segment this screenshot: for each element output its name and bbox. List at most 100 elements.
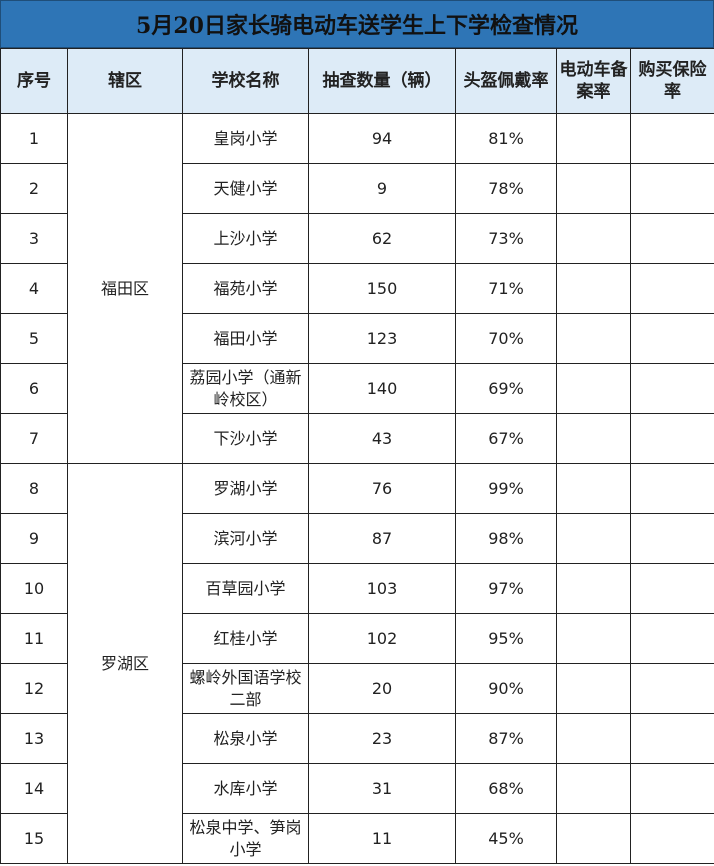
insurance-rate xyxy=(630,263,714,314)
check-count: 123 xyxy=(308,313,456,364)
insurance-rate xyxy=(630,663,714,714)
check-count: 87 xyxy=(308,513,456,564)
helmet-rate: 67% xyxy=(455,413,557,464)
check-count: 43 xyxy=(308,413,456,464)
school-name: 红桂小学 xyxy=(182,613,309,664)
header-count: 抽查数量（辆） xyxy=(308,48,456,114)
table-row: 8 罗湖区 罗湖小学 76 99% xyxy=(0,463,714,864)
registration-rate xyxy=(556,263,631,314)
check-count: 102 xyxy=(308,613,456,664)
check-count: 31 xyxy=(308,763,456,814)
row-index: 4 xyxy=(0,263,68,314)
table-row: 13 松泉小学 23 87% xyxy=(0,713,714,764)
row-index: 1 xyxy=(0,113,68,164)
helmet-rate: 78% xyxy=(455,163,557,214)
helmet-rate: 81% xyxy=(455,113,557,164)
helmet-rate: 70% xyxy=(455,313,557,364)
helmet-rate: 45% xyxy=(455,813,557,864)
school-name: 水库小学 xyxy=(182,763,309,814)
table-row: 15 松泉中学、笋岗小学 11 45% xyxy=(0,813,714,864)
row-index: 10 xyxy=(0,563,68,614)
school-name: 天健小学 xyxy=(182,163,309,214)
insurance-rate xyxy=(630,713,714,764)
registration-rate xyxy=(556,313,631,364)
helmet-rate: 90% xyxy=(455,663,557,714)
row-index: 7 xyxy=(0,413,68,464)
check-count: 150 xyxy=(308,263,456,314)
helmet-rate: 73% xyxy=(455,213,557,264)
check-count: 140 xyxy=(308,363,456,414)
row-index: 6 xyxy=(0,363,68,414)
district-cell: 罗湖区 xyxy=(67,463,183,864)
table-row: 12 螺岭外国语学校二部 20 90% xyxy=(0,663,714,714)
insurance-rate xyxy=(630,513,714,564)
helmet-rate: 87% xyxy=(455,713,557,764)
header-school: 学校名称 xyxy=(182,48,309,114)
check-count: 103 xyxy=(308,563,456,614)
registration-rate xyxy=(556,213,631,264)
table-title: 5月20日家长骑电动车送学生上下学检查情况 xyxy=(0,0,714,48)
registration-rate xyxy=(556,463,631,514)
header-row: 序号 辖区 学校名称 抽查数量（辆） 头盔佩戴率 电动车备案率 购买保险率 xyxy=(0,48,714,114)
insurance-rate xyxy=(630,363,714,414)
row-index: 11 xyxy=(0,613,68,664)
district-cell: 福田区 xyxy=(67,113,183,464)
registration-rate xyxy=(556,113,631,164)
school-name: 荔园小学（通新岭校区） xyxy=(182,363,309,414)
row-index: 13 xyxy=(0,713,68,764)
insurance-rate xyxy=(630,463,714,514)
helmet-rate: 98% xyxy=(455,513,557,564)
insurance-rate xyxy=(630,413,714,464)
header-index: 序号 xyxy=(0,48,68,114)
school-name: 下沙小学 xyxy=(182,413,309,464)
insurance-rate xyxy=(630,163,714,214)
header-registration-rate: 电动车备案率 xyxy=(556,48,631,114)
inspection-table: 序号 辖区 学校名称 抽查数量（辆） 头盔佩戴率 电动车备案率 购买保险率 1 福田区 皇岗小学… xyxy=(0,48,714,864)
registration-rate xyxy=(556,763,631,814)
helmet-rate: 95% xyxy=(455,613,557,664)
table-row: 7 下沙小学 43 67% xyxy=(0,413,714,464)
registration-rate xyxy=(556,613,631,664)
table-row: 10 百草园小学 103 97% xyxy=(0,563,714,614)
registration-rate xyxy=(556,163,631,214)
insurance-rate xyxy=(630,613,714,664)
table-row: 5 福田小学 123 70% xyxy=(0,313,714,364)
row-index: 3 xyxy=(0,213,68,264)
row-index: 2 xyxy=(0,163,68,214)
registration-rate xyxy=(556,813,631,864)
check-count: 23 xyxy=(308,713,456,764)
check-count: 11 xyxy=(308,813,456,864)
school-name: 滨河小学 xyxy=(182,513,309,564)
school-name: 松泉小学 xyxy=(182,713,309,764)
school-name: 福田小学 xyxy=(182,313,309,364)
insurance-rate xyxy=(630,313,714,364)
helmet-rate: 69% xyxy=(455,363,557,414)
check-count: 20 xyxy=(308,663,456,714)
insurance-rate xyxy=(630,213,714,264)
school-name: 松泉中学、笋岗小学 xyxy=(182,813,309,864)
row-index: 12 xyxy=(0,663,68,714)
check-count: 94 xyxy=(308,113,456,164)
school-name: 皇岗小学 xyxy=(182,113,309,164)
helmet-rate: 71% xyxy=(455,263,557,314)
row-index: 14 xyxy=(0,763,68,814)
row-index: 8 xyxy=(0,463,68,514)
table-row: 2 天健小学 9 78% xyxy=(0,163,714,214)
check-count: 76 xyxy=(308,463,456,514)
insurance-rate xyxy=(630,763,714,814)
table-row: 4 福苑小学 150 71% xyxy=(0,263,714,314)
header-district: 辖区 xyxy=(67,48,183,114)
table-row: 3 上沙小学 62 73% xyxy=(0,213,714,264)
insurance-rate xyxy=(630,113,714,164)
table-row: 9 滨河小学 87 98% xyxy=(0,513,714,564)
school-name: 百草园小学 xyxy=(182,563,309,614)
table-row: 14 水库小学 31 68% xyxy=(0,763,714,814)
helmet-rate: 99% xyxy=(455,463,557,514)
school-name: 福苑小学 xyxy=(182,263,309,314)
registration-rate xyxy=(556,363,631,414)
row-index: 9 xyxy=(0,513,68,564)
check-count: 9 xyxy=(308,163,456,214)
school-name: 上沙小学 xyxy=(182,213,309,264)
table-row: 1 福田区 皇岗小学 94 81% xyxy=(0,113,714,464)
registration-rate xyxy=(556,713,631,764)
